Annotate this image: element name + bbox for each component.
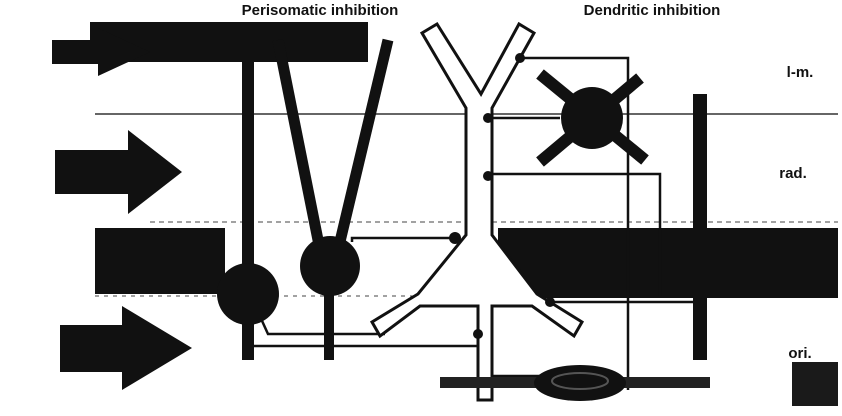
lm-input-arrow (52, 28, 150, 76)
oriens-interneuron (534, 365, 626, 401)
ori-input-arrow (60, 306, 192, 390)
perisomatic-interneuron-2 (300, 236, 360, 296)
pyramidal-layer-band-right (498, 228, 838, 298)
perisomatic-interneuron-1 (217, 263, 279, 325)
layer-label-ori: ori. (788, 345, 811, 362)
layer-label-rad: rad. (779, 165, 807, 182)
layer-label-lm: l-m. (787, 64, 814, 81)
pyramidal-cell (369, 21, 585, 402)
ori-corner-block (792, 362, 838, 406)
dendritic-interneuron (561, 87, 623, 149)
perisomatic-heading: Perisomatic inhibition (242, 2, 399, 19)
pyramidal-layer-band-left (95, 228, 225, 294)
rad-input-arrow (55, 130, 182, 214)
synapse-contacts (449, 53, 555, 339)
interneuron-axon-2 (324, 280, 334, 360)
oriens-interneuron-highlight (551, 372, 609, 390)
dendritic-heading: Dendritic inhibition (584, 2, 721, 19)
basket-cell-process-left (272, 38, 326, 252)
dendritic-interneuron-axon (693, 94, 707, 360)
basket-cell-process-right (332, 38, 394, 252)
